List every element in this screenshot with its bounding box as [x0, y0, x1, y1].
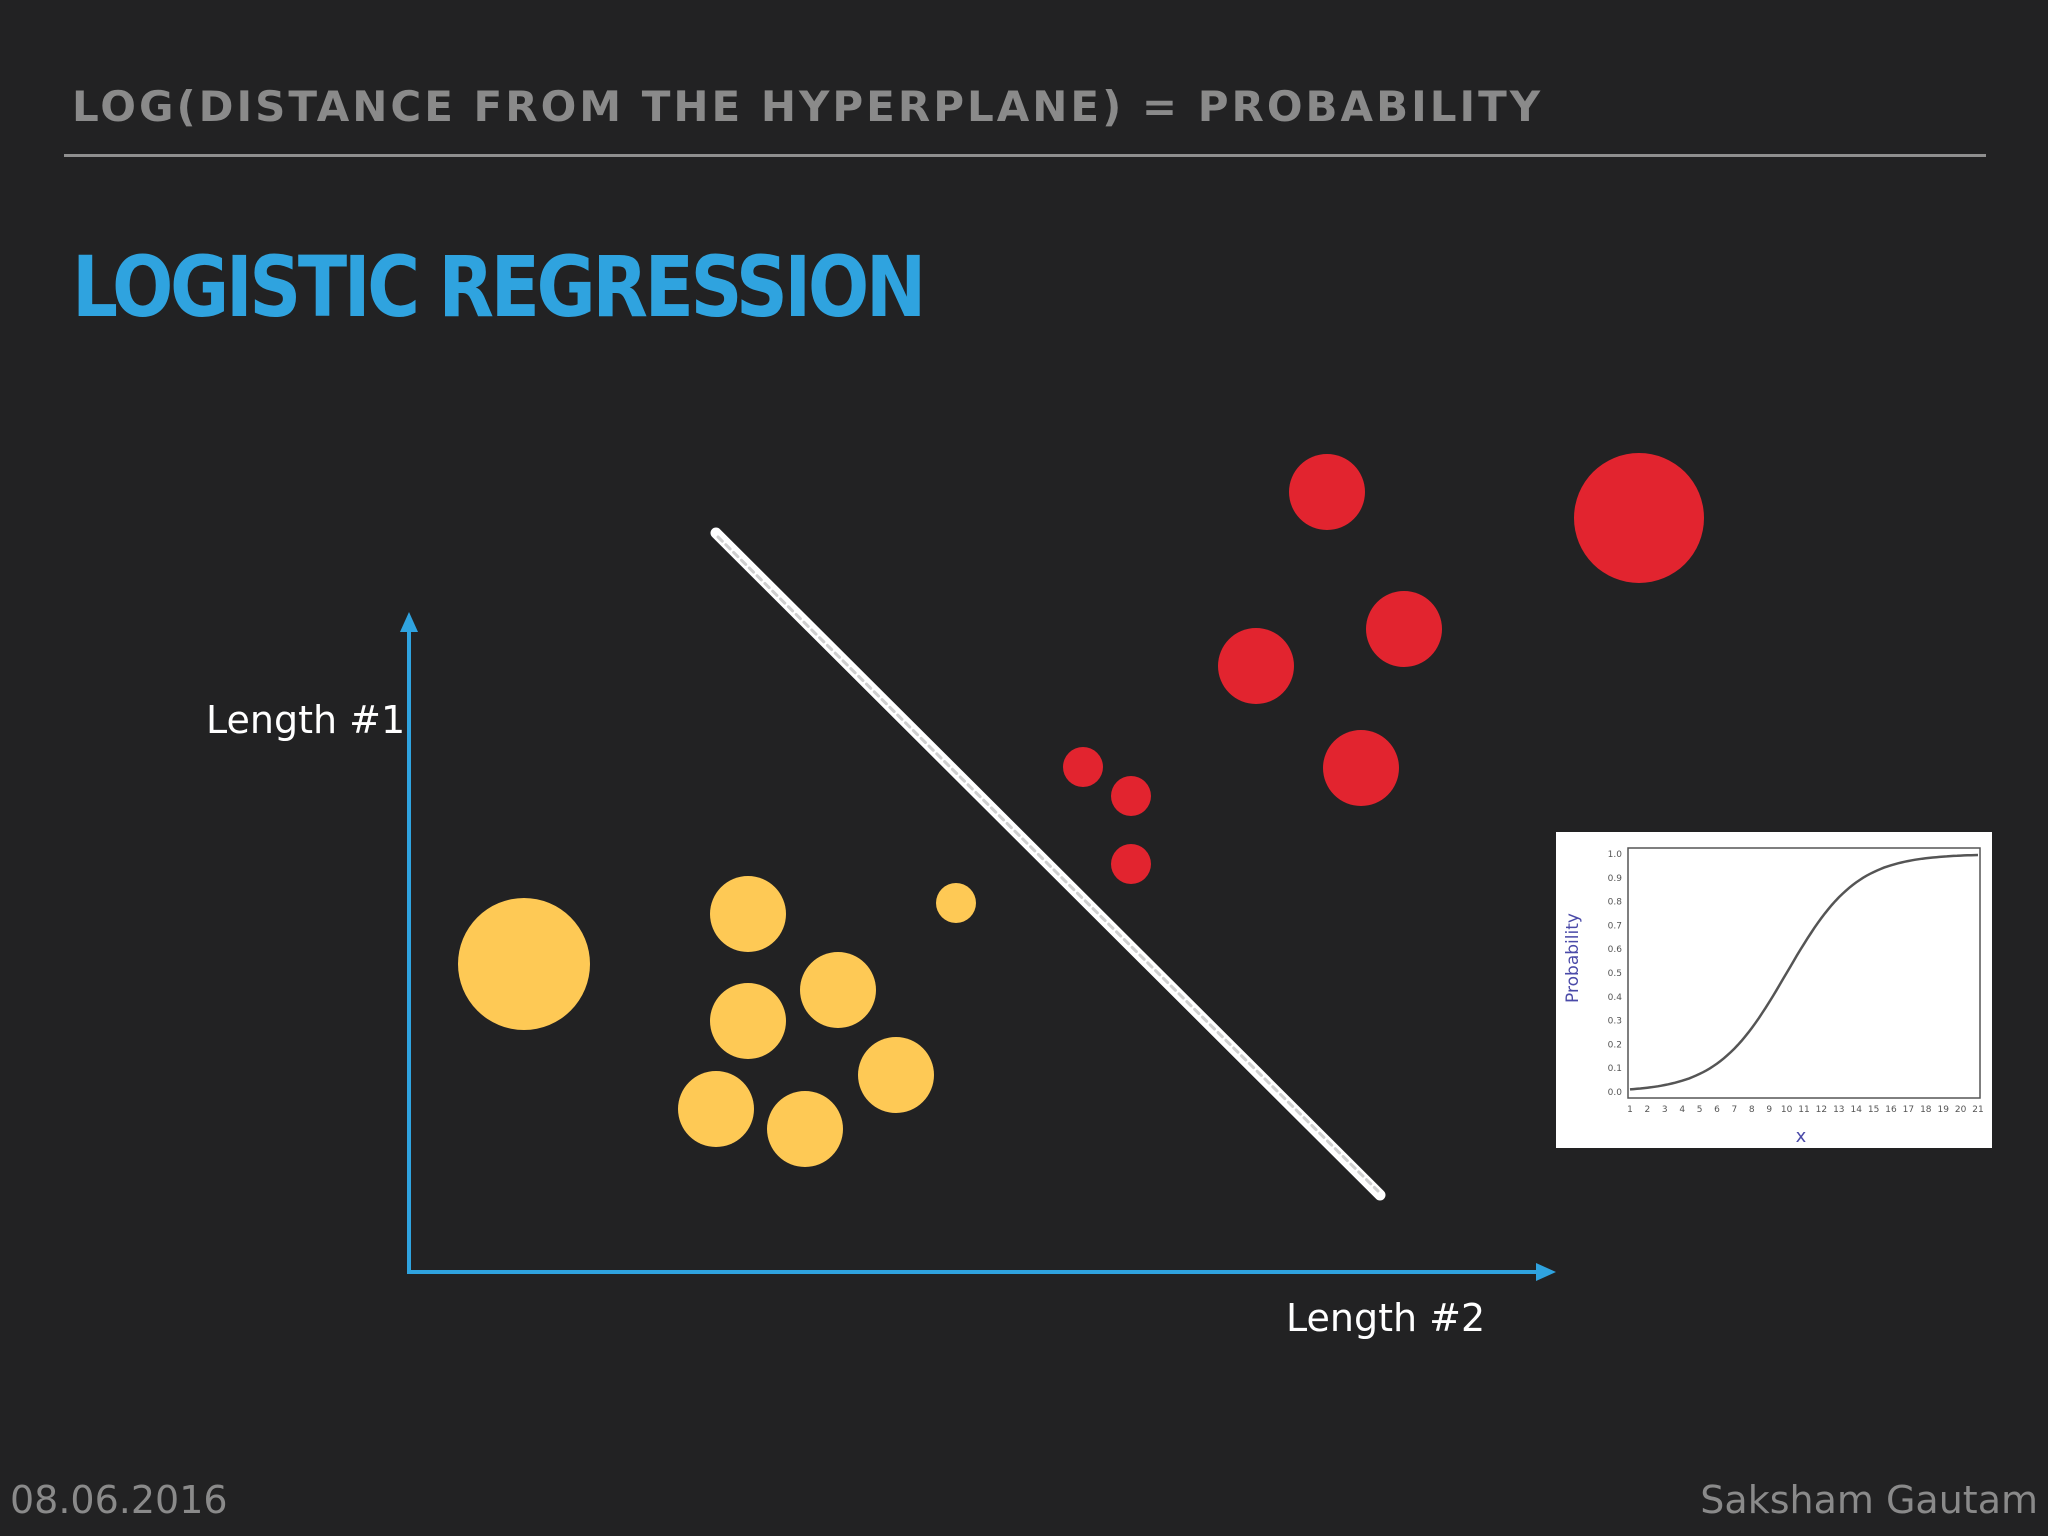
class-b-point — [1289, 454, 1365, 530]
class-b-point — [1323, 730, 1399, 806]
x-tick-label: 1 — [1627, 1105, 1633, 1115]
hyperplane-line-texture — [716, 535, 1380, 1193]
x-tick-label: 11 — [1798, 1105, 1809, 1115]
x-tick-label: 15 — [1868, 1105, 1879, 1115]
slide-title: LOGISTIC REGRESSION — [72, 238, 926, 336]
y-tick-label: 0.2 — [1608, 1040, 1622, 1050]
class-a-point — [767, 1091, 843, 1167]
x-tick-label: 2 — [1645, 1105, 1651, 1115]
class-b-point — [1366, 591, 1442, 667]
x-tick-label: 16 — [1885, 1105, 1897, 1115]
y-tick-label: 0.5 — [1608, 969, 1622, 979]
class-b-point — [1063, 747, 1103, 787]
y-tick-label: 1.0 — [1608, 850, 1623, 860]
header-title: LOG(DISTANCE FROM THE HYPERPLANE) = PROB… — [72, 82, 1544, 131]
class-a-point — [800, 952, 876, 1028]
x-tick-label: 13 — [1833, 1105, 1844, 1115]
x-tick-label: 14 — [1850, 1105, 1862, 1115]
plot-frame — [1627, 847, 1981, 1099]
class-b-point — [1111, 776, 1151, 816]
class-a-point — [710, 983, 786, 1059]
sigmoid-curve — [1629, 853, 1979, 1091]
x-tick-label: 21 — [1972, 1105, 1983, 1115]
x-tick-label: 6 — [1714, 1105, 1720, 1115]
x-tick-label: 10 — [1781, 1105, 1793, 1115]
x-tick-labels: 1 2 3 4 5 6 7 8 9 10 11 12 13 14 15 16 17 18 19 20 21 — [1627, 1105, 1984, 1115]
inset-y-label: Probability — [1563, 913, 1583, 1003]
footer-date: 08.06.2016 — [10, 1478, 228, 1522]
class-a-point — [678, 1071, 754, 1147]
class-a-points — [458, 876, 976, 1167]
y-tick-label: 0.4 — [1608, 993, 1623, 1003]
class-b-points — [1063, 453, 1704, 884]
y-tick-label: 0.1 — [1608, 1064, 1622, 1074]
class-b-point — [1111, 844, 1151, 884]
x-tick-label: 18 — [1920, 1105, 1932, 1115]
x-tick-label: 19 — [1937, 1105, 1949, 1115]
x-tick-label: 12 — [1816, 1105, 1827, 1115]
y-tick-label: 0.7 — [1608, 921, 1622, 931]
y-axis-arrowhead — [400, 612, 418, 632]
x-tick-label: 9 — [1766, 1105, 1772, 1115]
y-tick-label: 0.8 — [1608, 898, 1623, 908]
class-b-point — [1218, 628, 1294, 704]
header-divider — [64, 154, 1986, 157]
x-axis-arrowhead — [1536, 1263, 1556, 1281]
x-tick-label: 17 — [1903, 1105, 1914, 1115]
y-tick-label: 0.6 — [1608, 945, 1623, 955]
class-b-point — [1574, 453, 1704, 583]
y-tick-labels: 0.0 0.1 0.2 0.3 0.4 0.5 0.6 0.7 0.8 0.9 1.0 — [1608, 850, 1623, 1098]
x-axis-label: Length #2 — [1286, 1296, 1486, 1340]
x-tick-label: 7 — [1732, 1105, 1738, 1115]
inset-x-label: x — [1796, 1126, 1807, 1147]
class-a-point — [710, 876, 786, 952]
footer-author: Saksham Gautam — [1700, 1478, 2038, 1522]
y-tick-label: 0.0 — [1608, 1088, 1623, 1098]
y-tick-label: 0.3 — [1608, 1017, 1622, 1027]
x-tick-label: 8 — [1749, 1105, 1755, 1115]
class-a-point — [458, 898, 590, 1030]
y-tick-label: 0.9 — [1608, 874, 1623, 884]
y-axis-label: Length #1 — [206, 698, 406, 742]
x-tick-label: 3 — [1662, 1105, 1668, 1115]
x-tick-label: 20 — [1955, 1105, 1967, 1115]
class-a-point — [936, 883, 976, 923]
x-tick-label: 5 — [1697, 1105, 1703, 1115]
class-a-point — [858, 1037, 934, 1113]
x-tick-label: 4 — [1679, 1105, 1685, 1115]
